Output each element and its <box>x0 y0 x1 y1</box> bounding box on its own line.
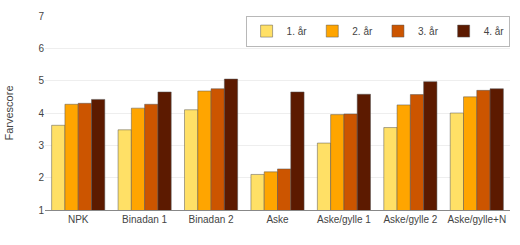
svg-text:1. år: 1. år <box>287 26 308 37</box>
svg-text:2. år: 2. år <box>352 26 373 37</box>
svg-text:Binadan 1: Binadan 1 <box>122 214 167 225</box>
svg-text:1: 1 <box>38 205 44 216</box>
svg-text:Binadan 2: Binadan 2 <box>189 214 234 225</box>
svg-text:Aske/gylle 2: Aske/gylle 2 <box>383 214 437 225</box>
svg-text:3. år: 3. år <box>418 26 439 37</box>
svg-text:5: 5 <box>38 75 44 86</box>
svg-text:Aske/gylle+N: Aske/gylle+N <box>447 214 506 225</box>
svg-text:7: 7 <box>38 11 44 22</box>
svg-text:6: 6 <box>38 43 44 54</box>
svg-text:NPK: NPK <box>68 214 89 225</box>
svg-text:4. år: 4. år <box>484 26 505 37</box>
svg-text:2: 2 <box>38 172 44 183</box>
svg-text:Aske: Aske <box>266 214 289 225</box>
svg-text:Farvescore: Farvescore <box>3 85 15 140</box>
svg-text:3: 3 <box>38 140 44 151</box>
svg-text:Aske/gylle 1: Aske/gylle 1 <box>317 214 371 225</box>
svg-text:4: 4 <box>38 108 44 119</box>
